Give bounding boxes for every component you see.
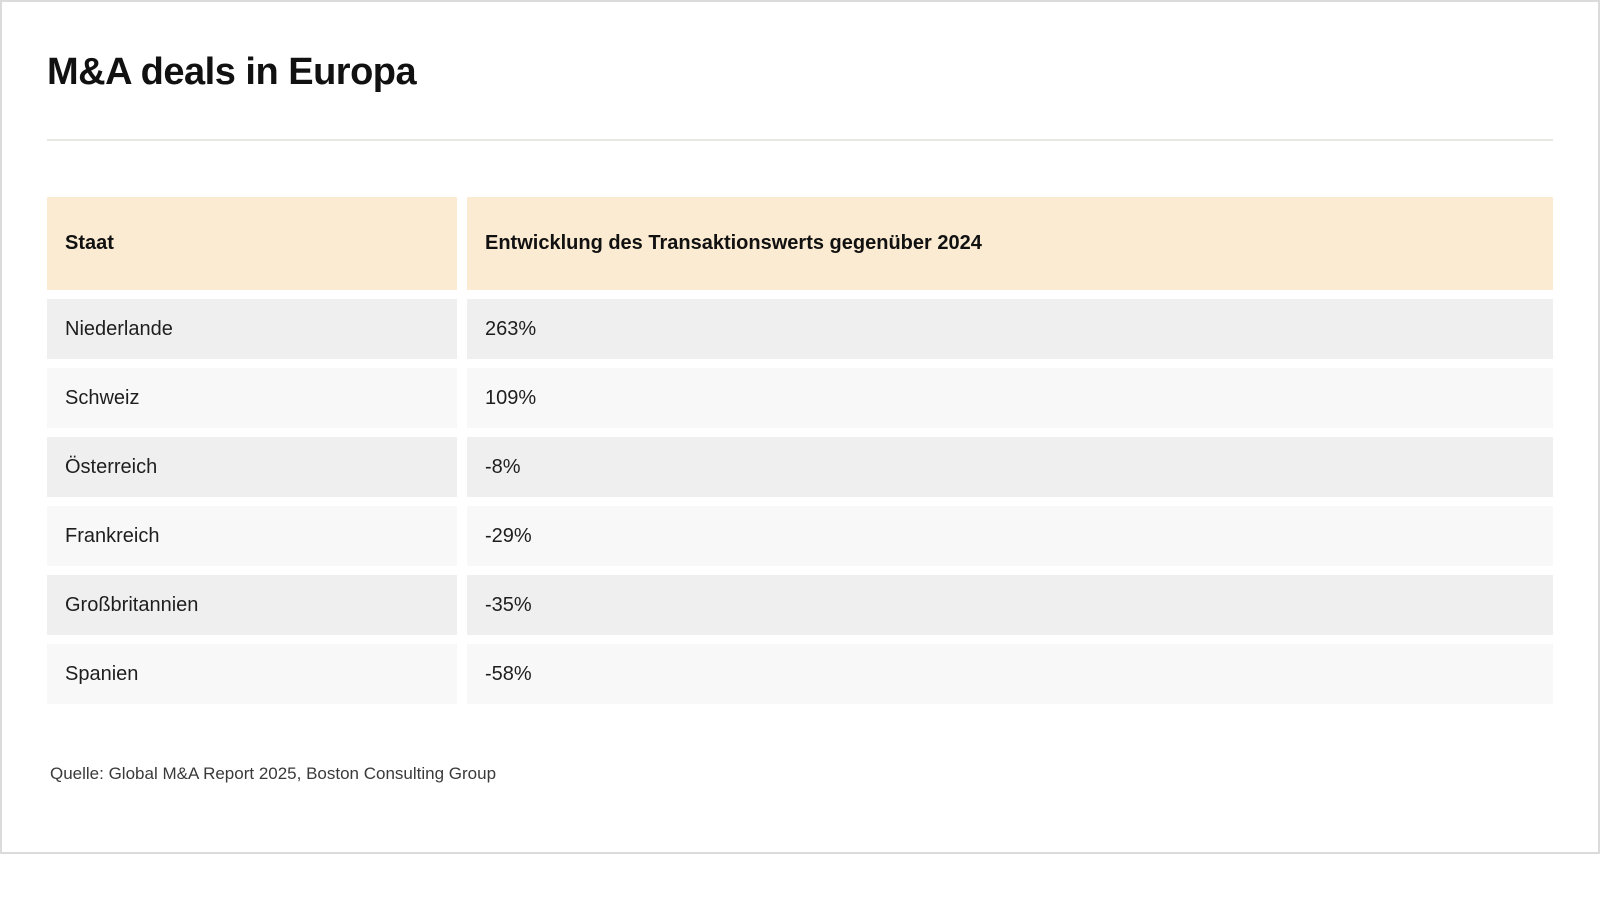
table-cell-value: -35% bbox=[467, 575, 1553, 635]
ma-deals-table: Staat Entwicklung des Transaktionswerts … bbox=[47, 197, 1553, 704]
column-header-entwicklung: Entwicklung des Transaktionswerts gegenü… bbox=[467, 197, 1553, 290]
table-cell-staat: Schweiz bbox=[47, 368, 457, 428]
table-cell-value: -8% bbox=[467, 437, 1553, 497]
table-cell-staat: Niederlande bbox=[47, 299, 457, 359]
table-cell-staat: Frankreich bbox=[47, 506, 457, 566]
table-cell-value: -58% bbox=[467, 644, 1553, 704]
page-title: M&A deals in Europa bbox=[47, 51, 417, 93]
table-cell-value: -29% bbox=[467, 506, 1553, 566]
table-cell-value: 263% bbox=[467, 299, 1553, 359]
source-note: Quelle: Global M&A Report 2025, Boston C… bbox=[50, 764, 497, 783]
column-header-staat: Staat bbox=[47, 197, 457, 290]
infographic-page: { "page": { "title": "M&A deals in Europ… bbox=[0, 0, 1600, 854]
content-area: M&A deals in Europa Staat Entwicklung de… bbox=[2, 50, 1598, 900]
table-cell-staat: Großbritannien bbox=[47, 575, 457, 635]
table-cell-value: 109% bbox=[467, 368, 1553, 428]
title-divider bbox=[47, 139, 1553, 141]
table-cell-staat: Spanien bbox=[47, 644, 457, 704]
table-cell-staat: Österreich bbox=[47, 437, 457, 497]
